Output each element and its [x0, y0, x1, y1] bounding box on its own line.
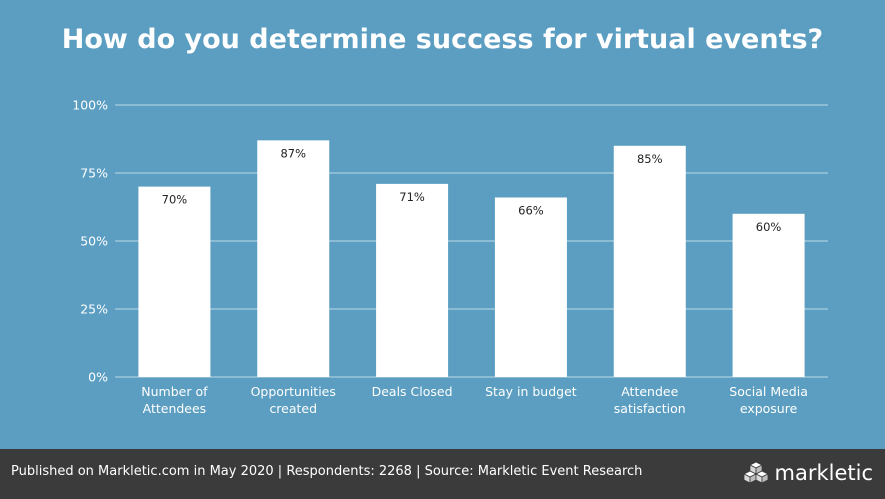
y-tick-label: 25% — [80, 302, 108, 317]
x-category-label: Stay in budget — [485, 384, 577, 399]
x-category-label: satisfaction — [614, 401, 686, 416]
chart-title: How do you determine success for virtual… — [61, 24, 824, 55]
bar-chart: 0% 25% 50% 75% 100% 70% Number of Attendees 87% O… — [72, 98, 828, 416]
bar-value-label: 70% — [162, 193, 188, 207]
bar — [376, 183, 449, 377]
source-note: Published on Markletic.com in May 2020 |… — [11, 464, 643, 479]
y-tick-label: 75% — [80, 166, 108, 181]
chart-panel: How do you determine success for virtual… — [0, 0, 885, 449]
bar-value-label: 66% — [518, 203, 544, 217]
x-category-label: exposure — [740, 401, 798, 416]
bar-value-label: 71% — [399, 190, 425, 204]
bar — [613, 145, 686, 377]
x-category-label: created — [269, 401, 317, 416]
cube-stack-logo-icon — [742, 461, 769, 484]
bar — [138, 186, 211, 377]
x-category-label: Attendee — [621, 384, 678, 399]
x-category-label: Opportunities — [251, 384, 336, 399]
bar — [257, 140, 330, 377]
y-tick-label: 100% — [72, 98, 108, 113]
bar — [494, 197, 567, 377]
x-category-label: Deals Closed — [372, 384, 453, 399]
bar-value-label: 87% — [280, 146, 306, 160]
brand-logo[interactable]: markletic — [742, 449, 874, 499]
y-tick-label: 50% — [80, 234, 108, 249]
x-category-label: Social Media — [729, 384, 808, 399]
brand-name: markletic — [774, 460, 874, 485]
x-category-label: Number of — [141, 384, 208, 399]
bar — [732, 213, 805, 377]
bar-value-label: 85% — [637, 152, 663, 166]
bar-value-label: 60% — [756, 220, 782, 234]
x-category-label: Attendees — [143, 401, 207, 416]
footer-bar: Published on Markletic.com in May 2020 |… — [0, 449, 885, 499]
y-tick-label: 0% — [88, 370, 108, 385]
